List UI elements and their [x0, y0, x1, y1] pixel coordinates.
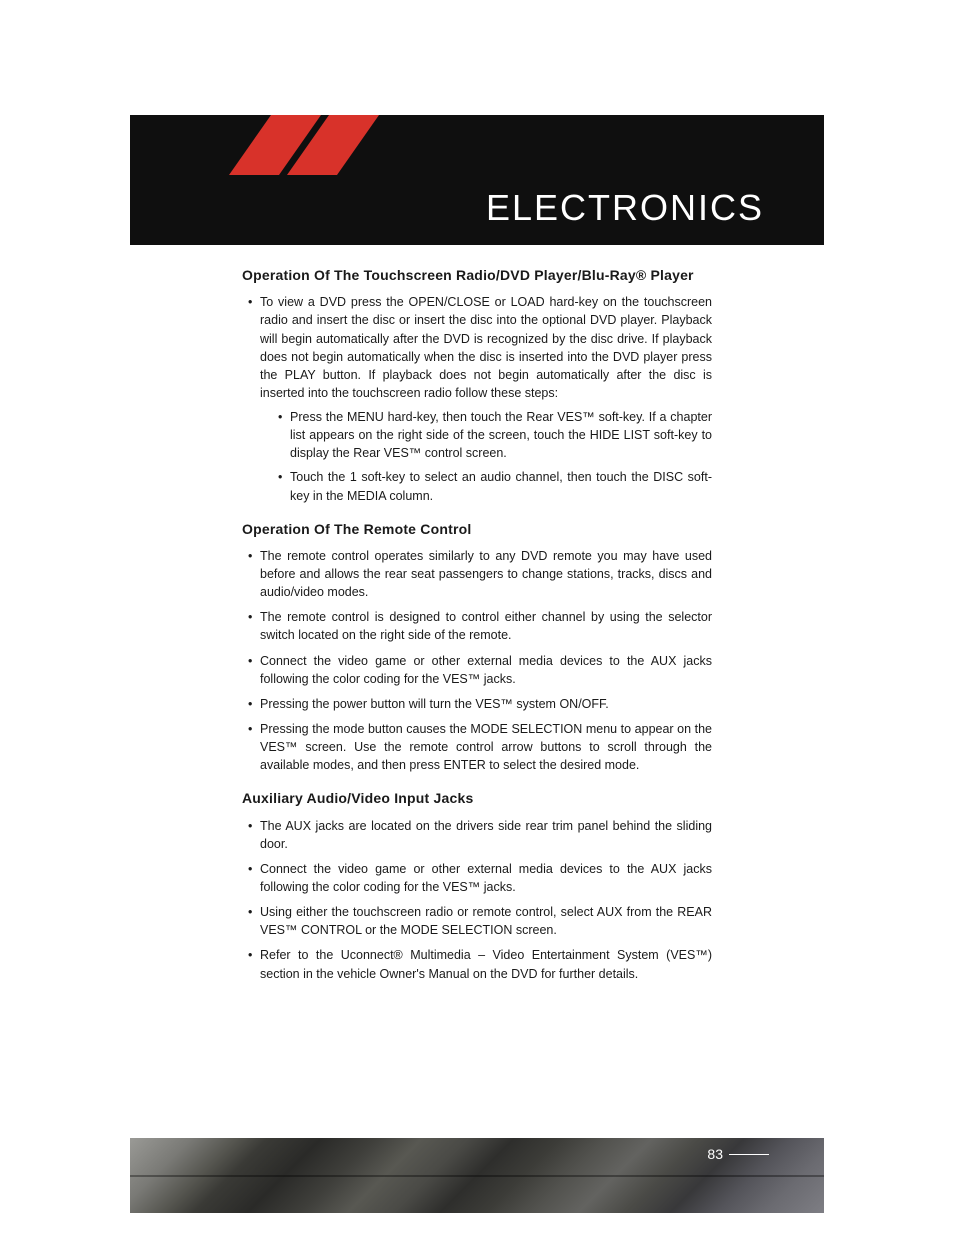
list-text: The remote control operates similarly to…	[260, 549, 712, 599]
list-text: To view a DVD press the OPEN/CLOSE or LO…	[260, 295, 712, 400]
page-number: 83	[707, 1146, 769, 1162]
list-text: Refer to the Uconnect® Multimedia – Vide…	[260, 948, 712, 980]
list-item: Pressing the power button will turn the …	[242, 695, 712, 713]
list-text: The AUX jacks are located on the drivers…	[260, 819, 712, 851]
list-item: To view a DVD press the OPEN/CLOSE or LO…	[242, 293, 712, 504]
list-text: Touch the 1 soft-key to select an audio …	[290, 470, 712, 502]
header-banner: ELECTRONICS	[130, 115, 824, 245]
page-number-value: 83	[707, 1146, 723, 1162]
document-page: ELECTRONICS Operation Of The Touchscreen…	[0, 115, 954, 1213]
sub-list: Press the MENU hard-key, then touch the …	[260, 408, 712, 505]
list-text: Connect the video game or other external…	[260, 654, 712, 686]
list-item: Using either the touchscreen radio or re…	[242, 903, 712, 939]
list-text: Using either the touchscreen radio or re…	[260, 905, 712, 937]
list-item: Press the MENU hard-key, then touch the …	[260, 408, 712, 462]
list-text: The remote control is designed to contro…	[260, 610, 712, 642]
list-item: The remote control operates similarly to…	[242, 547, 712, 601]
page-title: ELECTRONICS	[486, 187, 764, 229]
list-item: Connect the video game or other external…	[242, 860, 712, 896]
list-item: Connect the video game or other external…	[242, 652, 712, 688]
list-item: Pressing the mode button causes the MODE…	[242, 720, 712, 774]
brand-slashes	[250, 115, 366, 175]
bullet-list: To view a DVD press the OPEN/CLOSE or LO…	[242, 293, 712, 504]
list-item: Touch the 1 soft-key to select an audio …	[260, 468, 712, 504]
list-item: Refer to the Uconnect® Multimedia – Vide…	[242, 946, 712, 982]
list-item: The remote control is designed to contro…	[242, 608, 712, 644]
bullet-list: The remote control operates similarly to…	[242, 547, 712, 774]
list-text: Press the MENU hard-key, then touch the …	[290, 410, 712, 460]
list-text: Connect the video game or other external…	[260, 862, 712, 894]
page-number-rule	[729, 1154, 769, 1155]
footer-graphic: 83	[130, 1138, 824, 1213]
list-item: The AUX jacks are located on the drivers…	[242, 817, 712, 853]
section-heading: Auxiliary Audio/Video Input Jacks	[242, 788, 712, 808]
list-text: Pressing the power button will turn the …	[260, 697, 609, 711]
content-body: Operation Of The Touchscreen Radio/DVD P…	[130, 265, 824, 983]
section-heading: Operation Of The Touchscreen Radio/DVD P…	[242, 265, 712, 285]
list-text: Pressing the mode button causes the MODE…	[260, 722, 712, 772]
section-heading: Operation Of The Remote Control	[242, 519, 712, 539]
bullet-list: The AUX jacks are located on the drivers…	[242, 817, 712, 983]
